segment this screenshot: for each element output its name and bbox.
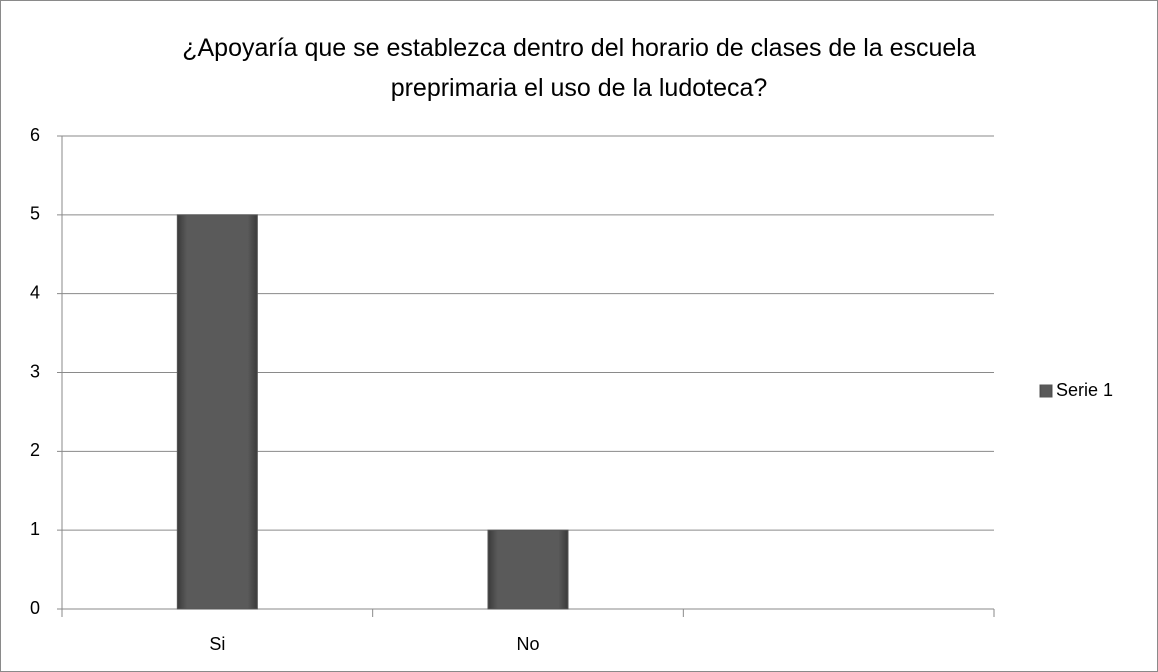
bar xyxy=(487,529,569,610)
legend-swatch xyxy=(1039,384,1053,398)
chart-title: ¿Apoyaría que se establezca dentro del h… xyxy=(182,34,976,102)
y-tick-label: 0 xyxy=(30,598,40,618)
x-tick-label: Si xyxy=(209,634,225,654)
x-tick-label: No xyxy=(516,634,539,654)
y-tick-label: 4 xyxy=(30,282,40,302)
y-tick-label: 6 xyxy=(30,125,40,145)
y-tick-label: 3 xyxy=(30,361,40,381)
legend-label: Serie 1 xyxy=(1056,380,1113,400)
y-tick-label: 1 xyxy=(30,519,40,539)
y-tick-label: 5 xyxy=(30,204,40,224)
bar xyxy=(176,214,258,610)
y-tick-label: 2 xyxy=(30,440,40,460)
